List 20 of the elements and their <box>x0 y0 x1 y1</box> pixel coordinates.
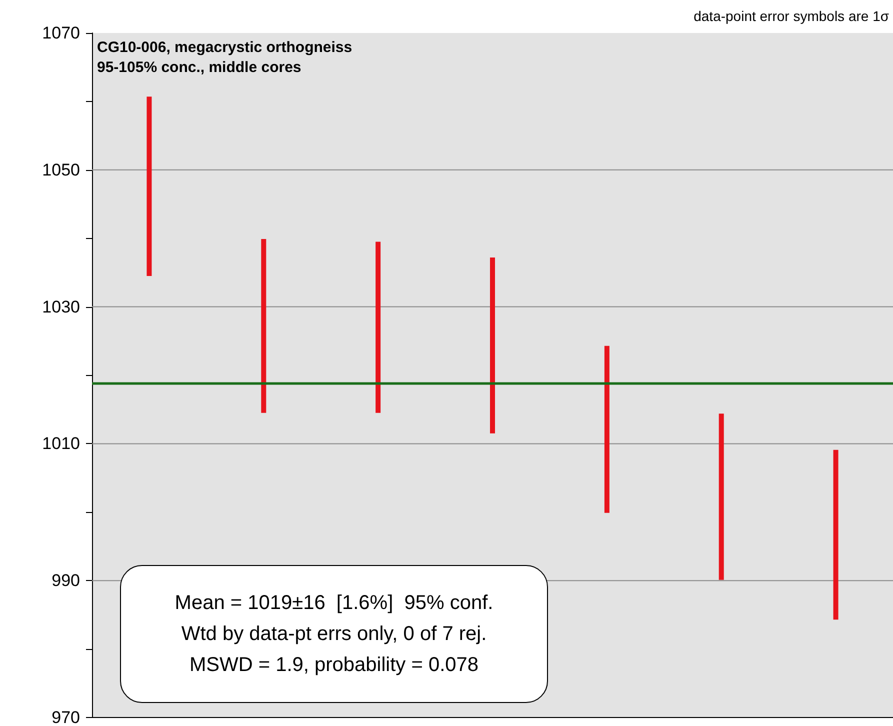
text: 95-105% conc., middle cores <box>97 59 302 76</box>
note-box: Mean = 1019±16 [1.6%] 95% conf. Wtd by data-pt errs only, 0 of 7 rej. MSWD = 1.9, probability = 0.078 <box>120 565 548 703</box>
bar <box>833 450 838 620</box>
bar <box>604 346 610 513</box>
chart-title: CG10-006, megacrystic orthogneiss <box>97 39 352 56</box>
annotation: Wtd by data-pt errs only, 0 of 7 rej. <box>181 622 487 646</box>
annotation: MSWD = 1.9, probability = 0.078 <box>189 652 479 678</box>
bar <box>146 96 152 276</box>
y-tick-label: 1070 <box>42 24 80 42</box>
y-tick-label: 1030 <box>42 297 80 316</box>
bar <box>376 242 381 413</box>
bar <box>718 414 724 580</box>
y-tick-label: 990 <box>52 571 80 590</box>
y-tick-label: 970 <box>52 708 80 726</box>
bar <box>490 258 495 434</box>
text: data-point error symbols are 1σ <box>694 8 890 24</box>
annotation: Mean = 1019±16 [1.6%] 95% conf. <box>174 590 494 616</box>
bar <box>261 239 266 413</box>
y-tick-label: 1010 <box>42 434 80 454</box>
y-tick-label: 1050 <box>42 160 80 180</box>
